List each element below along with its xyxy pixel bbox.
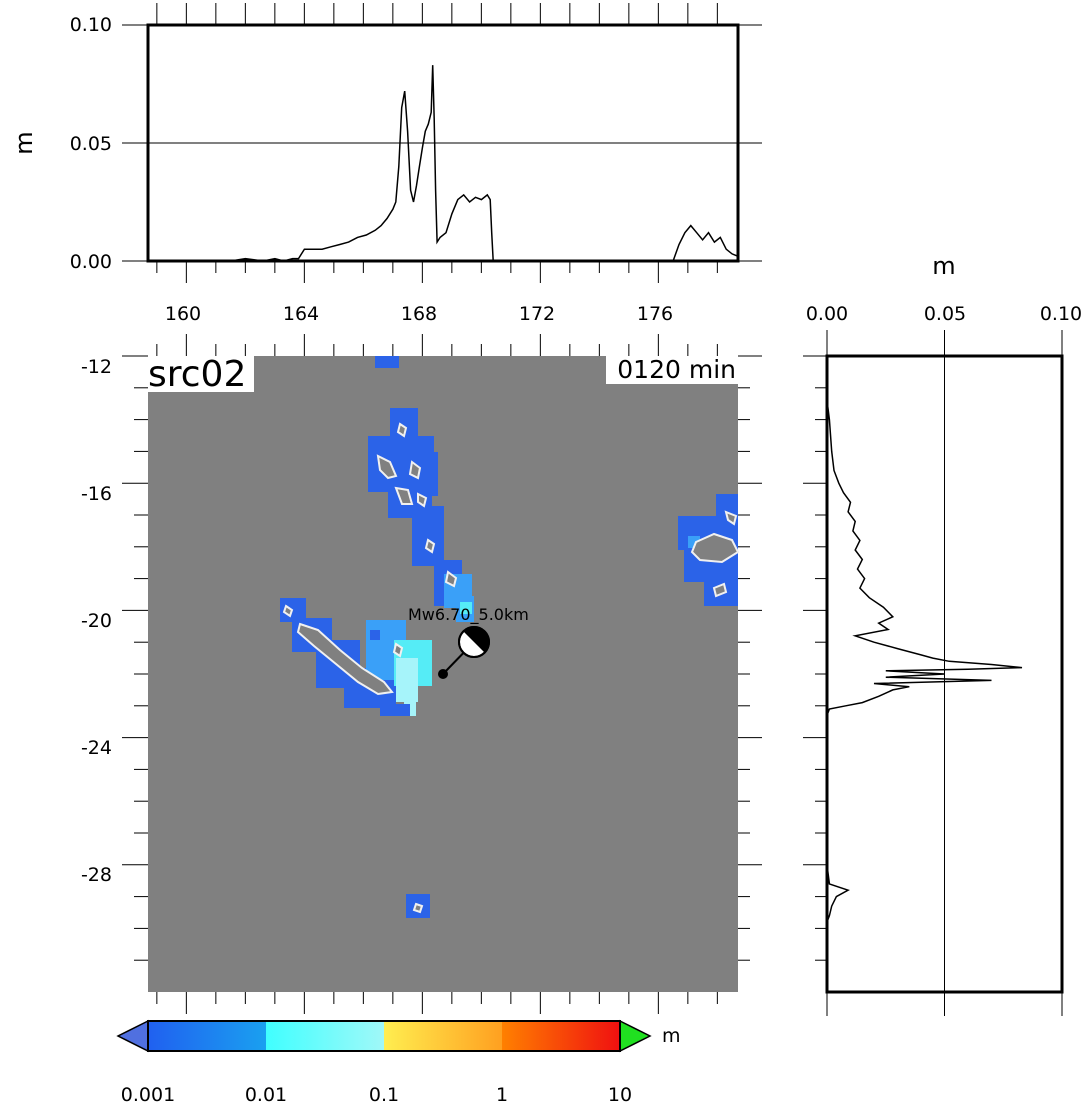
- top-x-tick-label: 172: [519, 303, 555, 325]
- colorbar-over-arrow: [619, 1019, 652, 1053]
- right-x-tick-label: 0.05: [924, 303, 966, 325]
- colorbar-tick-label: 1: [496, 1084, 508, 1106]
- top-axis-ticks: [122, 3, 762, 283]
- top-x-tick-label: 168: [401, 303, 437, 325]
- top-y-axis-label: m: [10, 131, 38, 154]
- amplitude-cell: [370, 630, 380, 640]
- colorbar-tick-label: 0.01: [245, 1084, 287, 1106]
- top-x-tick-label: 176: [637, 303, 673, 325]
- right-x-tick-label: 0.00: [806, 303, 848, 325]
- amplitude-cell: [375, 356, 399, 368]
- island-outline: [376, 454, 398, 480]
- max-amplitude-map: Mw6.70_5.0km src02 0120 min -12 -16 -20 …: [81, 334, 762, 1014]
- island-outline: [712, 582, 728, 598]
- colorbar-unit: m: [662, 1025, 681, 1047]
- longitude-profile-panel: m 0.10 0.05 0.00 160 164 168 172 176: [10, 3, 762, 325]
- island-outline: [394, 486, 414, 505]
- colorbar-segment: [266, 1021, 384, 1051]
- right-plot-frame: [825, 354, 1064, 994]
- top-y-tick-label: 0.00: [70, 251, 112, 273]
- island-outline: [412, 902, 424, 914]
- amplitude-cell: [412, 506, 444, 566]
- map-axis-ticks: [122, 334, 762, 1014]
- island-outline: [424, 538, 436, 554]
- colorbar-tick-label: 0.001: [121, 1084, 175, 1106]
- top-y-tick-label: 0.10: [70, 14, 112, 36]
- right-profile-series: [826, 400, 1023, 992]
- island-outline: [724, 510, 738, 526]
- top-profile-series: [148, 65, 739, 262]
- island-outlines: [282, 422, 740, 914]
- top-x-tick-label: 160: [165, 303, 201, 325]
- colorbar: m 0.001 0.01 0.1 1 10: [116, 1019, 681, 1106]
- time-label: 0120 min: [617, 355, 736, 384]
- top-y-tick-label: 0.05: [70, 133, 112, 155]
- right-x-axis-label: m: [932, 252, 955, 280]
- colorbar-segment: [384, 1021, 502, 1051]
- source-label-box: [146, 354, 254, 392]
- colorbar-segment: [502, 1021, 620, 1051]
- right-x-tick-label: 0.10: [1040, 303, 1082, 325]
- map-y-tick-label: -24: [81, 737, 112, 759]
- time-label-box: [606, 354, 738, 384]
- map-y-tick-label: -12: [81, 356, 112, 378]
- colorbar-segment: [148, 1021, 266, 1051]
- island-outline: [417, 492, 428, 508]
- island-outline: [408, 460, 422, 480]
- top-x-tick-label: 164: [283, 303, 319, 325]
- amplitude-cell: [460, 602, 472, 614]
- colorbar-tick-label: 10: [608, 1084, 632, 1106]
- amplitude-cell: [380, 704, 410, 716]
- right-axis-ticks: [803, 330, 1063, 1016]
- map-y-tick-label: -20: [81, 610, 112, 632]
- map-y-tick-label: -28: [81, 864, 112, 886]
- focal-mechanism-beachball: [458, 626, 490, 658]
- colorbar-segments: [148, 1021, 620, 1051]
- island-outline: [296, 622, 394, 696]
- island-outline: [392, 642, 404, 658]
- island-outline: [690, 532, 740, 564]
- epicenter-dot: [438, 669, 448, 679]
- colorbar-under-arrow: [116, 1019, 149, 1053]
- island-outline: [282, 604, 294, 618]
- colorbar-tick-label: 0.1: [369, 1084, 399, 1106]
- island-outline: [444, 570, 458, 588]
- source-label: src02: [148, 354, 246, 395]
- island-outline: [396, 422, 408, 438]
- map-y-tick-label: -16: [81, 483, 112, 505]
- colorbar-frame: [147, 1020, 621, 1052]
- top-plot-frame: [146, 23, 740, 263]
- latitude-profile-panel: m 0.00 0.05 0.10: [803, 252, 1082, 1016]
- earthquake-label: Mw6.70_5.0km: [408, 605, 529, 625]
